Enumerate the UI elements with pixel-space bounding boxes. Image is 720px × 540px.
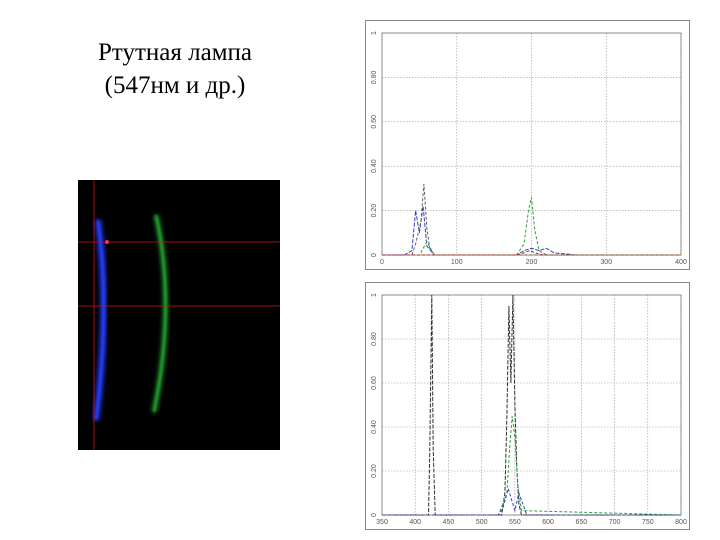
x-tick-label: 650 (575, 519, 587, 526)
x-tick-label: 400 (675, 259, 687, 266)
series-line-0 (382, 294, 681, 516)
y-tick-label: 0.40 (371, 420, 378, 434)
x-tick-label: 550 (509, 519, 521, 526)
x-tick-label: 400 (409, 519, 421, 526)
y-tick-label: 0 (371, 513, 378, 517)
y-tick-label: 0.40 (371, 159, 378, 173)
x-tick-label: 350 (376, 519, 388, 526)
title-line-2: (547нм и др.) (104, 72, 246, 99)
series-line-1 (382, 415, 682, 516)
y-tick-label: 0.80 (371, 332, 378, 346)
spectrum-image (78, 180, 280, 450)
series-line-2 (382, 486, 681, 516)
series-line-2 (382, 197, 681, 256)
y-tick-label: 1 (371, 31, 378, 35)
y-tick-label: 0.20 (371, 464, 378, 478)
x-tick-label: 700 (609, 519, 621, 526)
y-tick-label: 1 (371, 293, 378, 297)
title-line-1: Ртутная лампа (97, 39, 253, 66)
x-tick-label: 300 (600, 259, 612, 266)
x-tick-label: 200 (526, 259, 538, 266)
x-tick-label: 450 (443, 519, 455, 526)
y-tick-label: 0.20 (371, 204, 378, 218)
intensity-plot-top: 0 100 200 300 400 0 0.20 0.40 0.60 0.80 1 (365, 20, 690, 270)
x-tick-label: 500 (476, 519, 488, 526)
x-tick-label: 0 (380, 259, 384, 266)
intensity-plot-top-svg: 0 100 200 300 400 0 0.20 0.40 0.60 0.80 1 (371, 31, 687, 266)
y-tick-label: 0.80 (371, 70, 378, 84)
slide-title: Ртутная лампа (547нм и др.) (60, 36, 290, 102)
green-spectral-arc-core (153, 214, 167, 413)
x-tick-label: 800 (675, 519, 687, 526)
x-tick-label: 750 (642, 519, 654, 526)
x-tick-label: 100 (451, 259, 463, 266)
x-tick-label: 600 (542, 519, 554, 526)
y-tick-label: 0.60 (371, 376, 378, 390)
plot-frame (381, 294, 682, 516)
series-line-3 (382, 250, 681, 256)
y-tick-label: 0 (371, 253, 378, 257)
intensity-plot-bottom-svg: 350 400 450 500 550 600 650 700 750 800 0 0.20 0.40 0… (371, 293, 687, 526)
crosshair-marker (105, 240, 109, 244)
y-tick-label: 0.60 (371, 115, 378, 129)
intensity-plot-bottom: 350 400 450 500 550 600 650 700 750 800 0 0.20 0.40 0… (365, 282, 690, 530)
spectrum-svg (78, 180, 280, 450)
